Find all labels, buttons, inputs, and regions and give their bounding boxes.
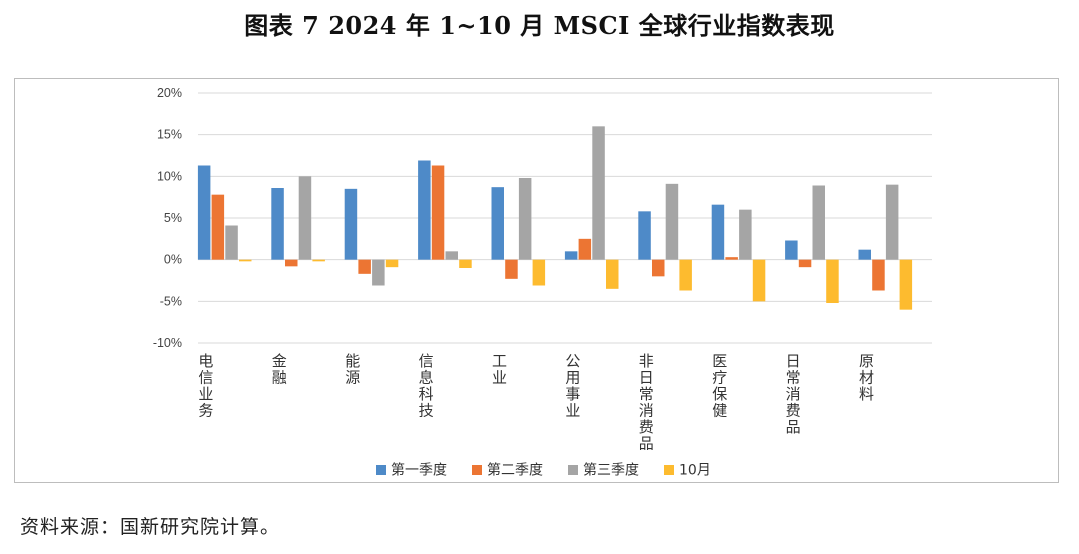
- y-tick-label: -5%: [160, 294, 182, 308]
- category-label-char: 能: [345, 352, 360, 370]
- category-label-char: 金: [272, 352, 287, 370]
- category-label-char: 料: [859, 385, 874, 403]
- category-label-char: 用: [565, 369, 580, 387]
- bar-2-6: [578, 238, 592, 260]
- bar-4-5: [532, 259, 546, 286]
- legend-swatch: [568, 465, 578, 475]
- category-label-char: 业: [565, 402, 580, 420]
- category-label-char: 公: [565, 352, 580, 370]
- category-label-char: 业: [492, 369, 507, 387]
- bar-2-5: [505, 259, 518, 279]
- category-label-char: 日: [786, 352, 801, 370]
- y-tick-label: 5%: [164, 211, 182, 225]
- bar-4-7: [679, 259, 692, 291]
- bar-3-2: [298, 176, 312, 260]
- bar-3-7: [665, 183, 679, 260]
- legend-swatch: [664, 465, 674, 475]
- legend-swatch: [376, 465, 386, 475]
- bar-3-4: [445, 251, 458, 260]
- bar-3-8: [739, 209, 752, 260]
- bar-4-1: [239, 259, 252, 262]
- category-label-char: 融: [272, 369, 287, 387]
- category-label-char: 信: [198, 369, 213, 387]
- bar-3-6: [592, 126, 605, 260]
- bar-1-4: [418, 160, 431, 260]
- category-label-char: 保: [712, 385, 727, 403]
- bar-2-1: [211, 194, 225, 260]
- bar-2-8: [725, 257, 738, 260]
- category-label-char: 费: [786, 402, 801, 420]
- category-label-char: 信: [419, 352, 434, 370]
- category-label-char: 疗: [712, 369, 727, 387]
- bar-1-10: [858, 249, 871, 260]
- bar-2-10: [872, 259, 885, 291]
- bar-1-7: [638, 211, 651, 260]
- category-label-char: 务: [198, 402, 213, 420]
- category-label-char: 工: [492, 352, 507, 370]
- category-label-char: 健: [712, 402, 727, 420]
- figure-title: 图表 7 2024 年 1~10 月 MSCI 全球行业指数表现: [244, 11, 835, 40]
- bar-1-5: [491, 187, 504, 260]
- category-label-char: 常: [639, 385, 654, 403]
- bar-1-2: [271, 188, 284, 260]
- category-label-char: 品: [639, 435, 654, 453]
- y-tick-label: -10%: [153, 336, 182, 350]
- bar-1-3: [344, 188, 358, 260]
- bars: [197, 126, 913, 310]
- bar-4-8: [752, 259, 766, 302]
- bar-1-1: [197, 165, 211, 260]
- bar-2-3: [358, 259, 371, 274]
- bar-4-2: [312, 259, 325, 262]
- category-label-char: 材: [859, 369, 874, 387]
- category-label-char: 常: [786, 369, 801, 387]
- y-tick-label: 20%: [157, 86, 182, 100]
- bar-3-1: [225, 225, 238, 260]
- bar-1-6: [564, 251, 578, 260]
- category-label-char: 业: [198, 385, 213, 403]
- category-label-char: 源: [345, 369, 360, 387]
- category-label-char: 事: [565, 385, 580, 403]
- category-label-char: 科: [419, 385, 434, 403]
- bar-3-9: [812, 185, 825, 260]
- category-label-char: 电: [198, 352, 213, 370]
- bar-4-6: [606, 259, 619, 289]
- bar-2-9: [798, 259, 812, 268]
- bar-chart: 20%15%10%5%0%-5%-10% 电信业务金融能源信息科技工业公用事业非…: [153, 86, 932, 479]
- bar-4-3: [385, 259, 399, 268]
- chart-frame: 20% 15% 10% 5% 0% -5% -10% 电信业务金融能源信息科技工业公用事业非…: [14, 78, 1059, 483]
- category-label-char: 品: [786, 418, 801, 436]
- category-label-char: 非: [639, 352, 654, 370]
- category-label-char: 医: [712, 352, 727, 370]
- legend-swatch: [472, 465, 482, 475]
- category-label-char: 消: [786, 385, 801, 403]
- bar-3-10: [885, 184, 899, 260]
- legend-label: 10月: [679, 463, 711, 479]
- bar-3-5: [518, 178, 532, 260]
- category-label-char: 技: [419, 402, 434, 420]
- legend-label: 第一季度: [391, 462, 447, 479]
- y-tick-label: 0%: [164, 253, 182, 267]
- legend-label: 第三季度: [583, 462, 639, 479]
- bar-3-3: [372, 259, 385, 286]
- bar-2-4: [431, 165, 445, 260]
- y-axis-ticks: 20% 15% 10% 5% 0% -5% -10%: [153, 86, 182, 350]
- bar-2-7: [652, 259, 665, 277]
- bar-1-9: [785, 240, 798, 260]
- category-label-char: 日: [639, 369, 654, 387]
- source-note: 资料来源：国新研究院计算。: [20, 516, 281, 538]
- bar-4-9: [826, 259, 839, 303]
- legend-label: 第二季度: [487, 462, 543, 479]
- category-label-char: 原: [859, 352, 874, 370]
- bar-4-4: [459, 259, 472, 268]
- y-tick-label: 15%: [157, 128, 182, 142]
- bar-2-2: [285, 259, 298, 267]
- y-tick-label: 10%: [157, 169, 182, 183]
- bar-4-10: [899, 259, 913, 310]
- legend: 第一季度 第二季度 第三季度 10月: [376, 462, 711, 479]
- category-label-char: 消: [639, 402, 654, 420]
- bar-1-8: [711, 204, 725, 260]
- category-label-char: 费: [639, 418, 654, 436]
- category-label-char: 息: [419, 369, 434, 387]
